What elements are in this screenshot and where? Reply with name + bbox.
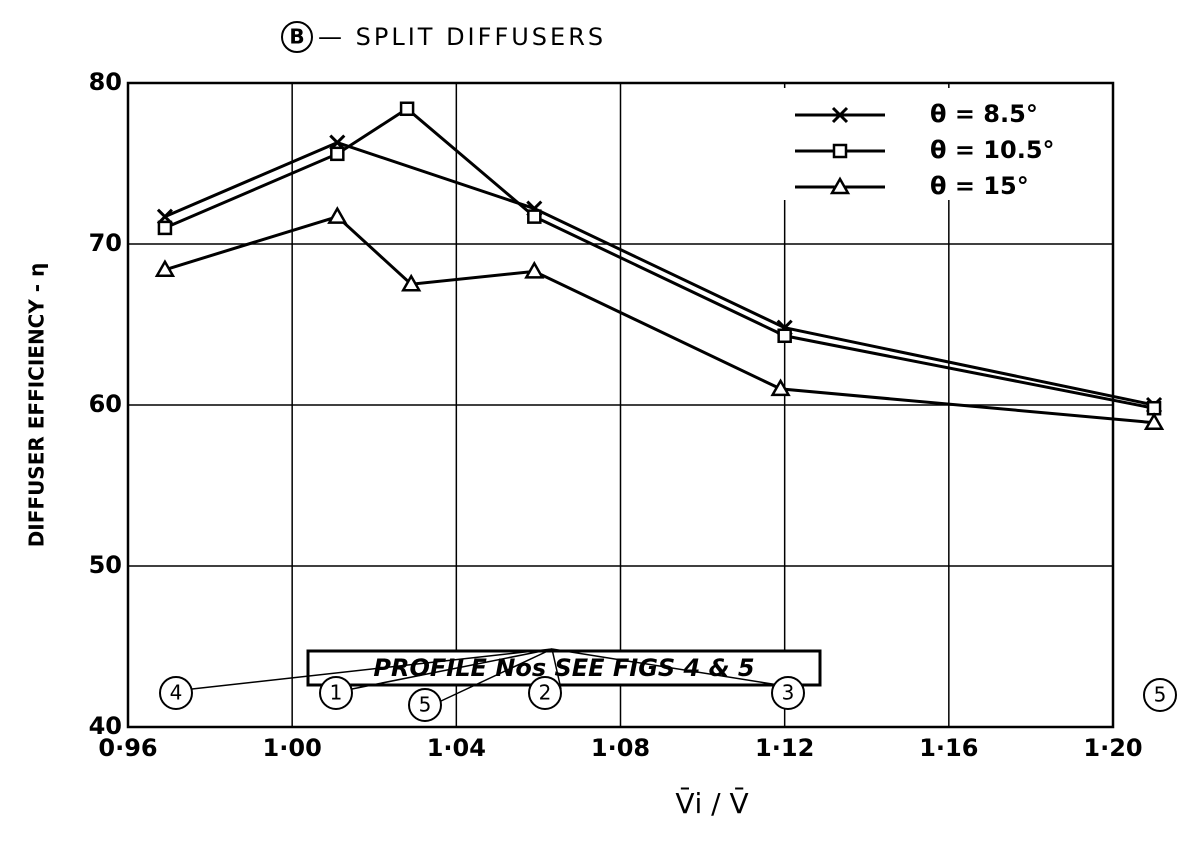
y-tick-label: 60 (89, 390, 122, 418)
legend-marker (832, 143, 848, 159)
y-tick-label: 50 (89, 551, 122, 579)
chart-title: — SPLIT DIFFUSERS (318, 23, 606, 51)
legend-label: θ = 8.5° (930, 100, 1038, 128)
x-tick-label: 1·04 (427, 734, 486, 762)
marker (777, 328, 792, 344)
y-axis-label: DIFFUSER EFFICIENCY - η (25, 263, 49, 548)
leader-line (551, 648, 805, 690)
x-tick-label: 1·16 (919, 734, 978, 762)
profile-label: 5 (419, 693, 432, 717)
leader-line (440, 648, 553, 702)
marker (401, 273, 422, 292)
marker (330, 146, 345, 162)
x-tick-label: 1·20 (1083, 734, 1142, 762)
y-tick-label: 40 (89, 712, 122, 740)
series-line (164, 214, 1155, 425)
profile-label: 3 (782, 681, 795, 705)
profile-label: 1 (330, 681, 343, 705)
leader-line (351, 648, 553, 690)
series-line (164, 106, 1155, 410)
profile-label: 4 (170, 681, 183, 705)
profile-circle (319, 676, 353, 710)
annotation-box (306, 649, 822, 687)
x-tick-label: 0·96 (98, 734, 157, 762)
profile-circle (1143, 678, 1177, 712)
profile-circle (159, 676, 193, 710)
x-tick-label: 1·12 (755, 734, 814, 762)
marker (157, 220, 173, 236)
profile-label: 5 (1154, 683, 1167, 707)
title-mark: B (289, 25, 304, 49)
profile-label: 2 (539, 681, 552, 705)
legend-marker (829, 176, 851, 195)
x-axis-label: V̄i / V̄ (675, 786, 748, 820)
marker (524, 260, 545, 279)
leader-line (551, 648, 562, 690)
marker (327, 206, 348, 224)
marker (1143, 412, 1165, 430)
legend-marker (831, 106, 849, 124)
y-tick-label: 70 (89, 229, 122, 257)
profile-circle (408, 688, 442, 722)
legend-label: θ = 15° (930, 172, 1029, 200)
marker (527, 209, 542, 224)
legend-label: θ = 10.5° (930, 136, 1055, 164)
x-tick-label: 1·08 (591, 734, 650, 762)
marker (770, 378, 791, 397)
annotation: PROFILE Nos SEE FIGS 4 & 5 (373, 654, 754, 682)
x-tick-label: 1·00 (263, 734, 322, 762)
profile-circle (771, 676, 805, 710)
leader-line (191, 648, 553, 690)
profile-circle (528, 676, 562, 710)
marker (154, 259, 176, 278)
y-tick-label: 80 (89, 68, 122, 96)
title-circle (281, 21, 313, 53)
marker (399, 101, 415, 117)
